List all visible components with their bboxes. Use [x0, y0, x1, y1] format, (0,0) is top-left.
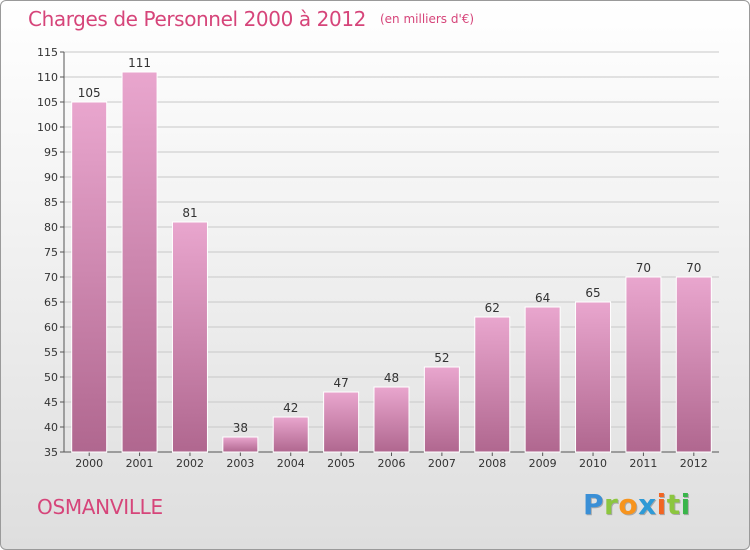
data-label: 81 [182, 206, 197, 220]
x-tick-label: 2009 [529, 457, 557, 470]
y-tick-label: 90 [44, 171, 58, 184]
logo-letter-t: t [666, 488, 681, 521]
bar [121, 71, 158, 453]
data-label: 111 [128, 56, 151, 70]
data-label: 42 [283, 401, 298, 415]
bar [222, 436, 259, 453]
bar [373, 386, 410, 453]
chart-unit: (en milliers d'€) [379, 12, 475, 26]
logo-letter-o: o [618, 488, 639, 521]
proxiti-logo[interactable]: Proxiti [583, 488, 691, 521]
y-tick-label: 105 [37, 96, 58, 109]
data-label: 47 [333, 376, 348, 390]
y-tick-label: 60 [44, 321, 58, 334]
logo-letter-i: i [656, 488, 667, 521]
y-tick-label: 45 [44, 396, 58, 409]
bar [272, 416, 309, 453]
bar [625, 276, 662, 453]
chart-title: Charges de Personnel 2000 à 2012 [28, 7, 366, 31]
x-tick-label: 2007 [428, 457, 456, 470]
chart-title-block: Charges de Personnel 2000 à 2012 (en mill… [28, 7, 474, 31]
bar [575, 301, 612, 453]
logo-letter-x: x [638, 488, 657, 521]
data-label: 70 [686, 261, 701, 275]
labels: 35 40 45 50 55 60 65 70 75 80 85 90 95 100 105 110 115 10… [37, 46, 708, 470]
x-tick-label: 2012 [680, 457, 708, 470]
bar [323, 391, 360, 453]
y-tick-label: 40 [44, 421, 58, 434]
y-tick-label: 55 [44, 346, 58, 359]
y-tick-label: 115 [37, 46, 58, 59]
bar [524, 306, 561, 453]
bar [474, 316, 511, 453]
x-tick-label: 2001 [126, 457, 154, 470]
data-label: 62 [485, 301, 500, 315]
bar [71, 101, 108, 453]
x-tick-label: 2011 [629, 457, 657, 470]
data-label: 52 [434, 351, 449, 365]
x-tick-label: 2003 [226, 457, 254, 470]
bar [675, 276, 712, 453]
x-tick-label: 2004 [277, 457, 305, 470]
y-tick-label: 75 [44, 246, 58, 259]
x-tick-label: 2002 [176, 457, 204, 470]
y-tick-label: 95 [44, 146, 58, 159]
x-tick-label: 2010 [579, 457, 607, 470]
bars [71, 71, 712, 453]
y-tick-label: 110 [37, 71, 58, 84]
x-tick-label: 2006 [378, 457, 406, 470]
data-label: 48 [384, 371, 399, 385]
y-tick-label: 35 [44, 446, 58, 459]
bar [171, 221, 208, 453]
y-tick-label: 80 [44, 221, 58, 234]
logo-letter-p: P [583, 488, 605, 521]
data-label: 65 [585, 286, 600, 300]
logo-letter-r: r [604, 488, 619, 521]
y-tick-label: 85 [44, 196, 58, 209]
x-tick-label: 2008 [478, 457, 506, 470]
logo-letter-i-2: i [680, 488, 691, 521]
y-tick-label: 65 [44, 296, 58, 309]
data-label: 70 [636, 261, 651, 275]
data-label: 64 [535, 291, 550, 305]
commune-name: OSMANVILLE [37, 495, 163, 519]
bar [423, 366, 460, 453]
y-tick-label: 50 [44, 371, 58, 384]
data-label: 105 [78, 86, 101, 100]
x-tick-label: 2005 [327, 457, 355, 470]
data-label: 38 [233, 421, 248, 435]
y-tick-label: 70 [44, 271, 58, 284]
x-tick-label: 2000 [75, 457, 103, 470]
y-tick-label: 100 [37, 121, 58, 134]
